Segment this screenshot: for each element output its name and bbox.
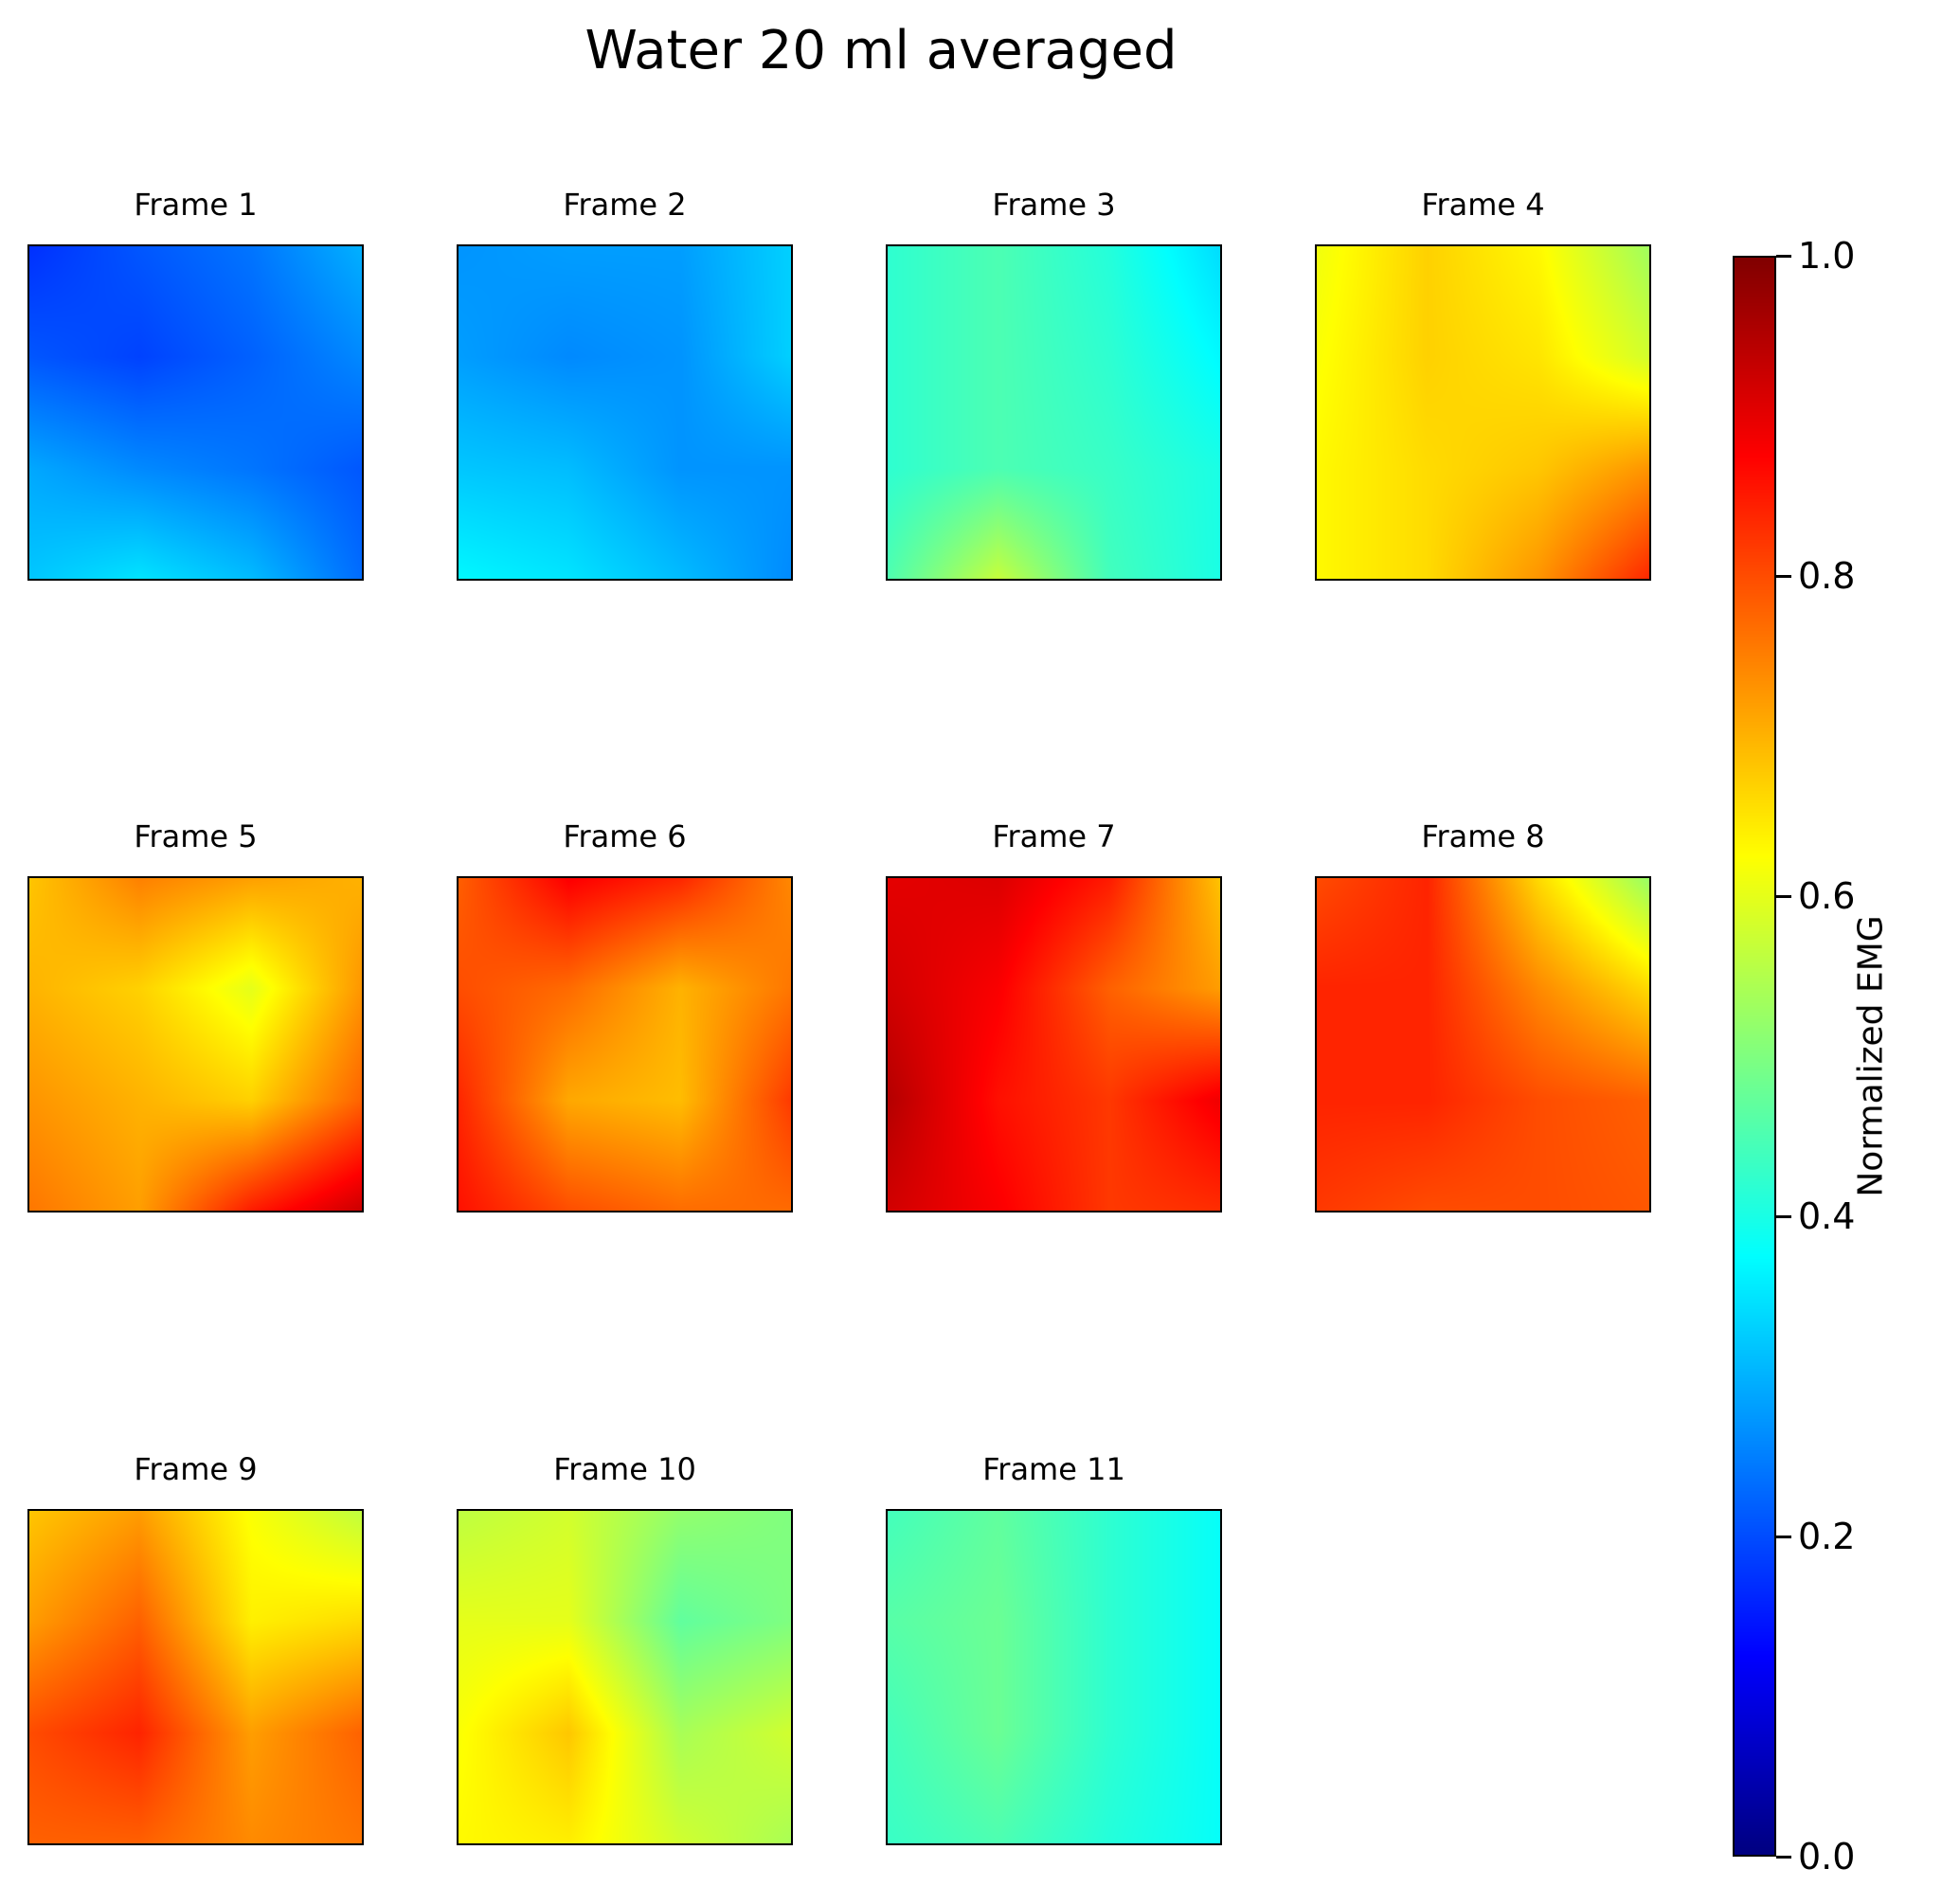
colorbar-label: Normalized EMG — [1851, 915, 1891, 1197]
panel-title: Frame 11 — [982, 1451, 1125, 1487]
panel-title: Frame 5 — [134, 818, 258, 854]
heatmap-image — [27, 876, 364, 1212]
panel-title: Frame 3 — [992, 187, 1116, 223]
colorbar-tick-label: 0.0 — [1798, 1836, 1856, 1877]
panel-title: Frame 8 — [1421, 818, 1545, 854]
panel-title: Frame 6 — [563, 818, 687, 854]
heatmap-panel: Frame 7 — [886, 818, 1222, 1212]
heatmap-panel: Frame 2 — [457, 187, 793, 581]
panel-title: Frame 2 — [563, 187, 687, 223]
heatmap-image — [886, 876, 1222, 1212]
colorbar-tick-mark — [1776, 1855, 1791, 1859]
colorbar-tick-mark — [1776, 1214, 1791, 1218]
colorbar-tick-label: 0.2 — [1798, 1516, 1856, 1557]
heatmap-panel: Frame 4 — [1315, 187, 1651, 581]
colorbar-tick-label: 0.4 — [1798, 1195, 1856, 1237]
colorbar-tick-mark — [1776, 1535, 1791, 1538]
panel-title: Frame 10 — [553, 1451, 696, 1487]
colorbar-tick-mark — [1776, 254, 1791, 258]
panel-title: Frame 7 — [992, 818, 1116, 854]
heatmap-image — [886, 244, 1222, 581]
panel-title: Frame 4 — [1421, 187, 1545, 223]
colorbar-tick-label: 0.6 — [1798, 875, 1856, 917]
heatmap-panel: Frame 5 — [27, 818, 364, 1212]
heatmap-image — [886, 1509, 1222, 1845]
colorbar-tick-mark — [1776, 574, 1791, 578]
heatmap-panel: Frame 8 — [1315, 818, 1651, 1212]
colorbar-frame — [1733, 256, 1776, 1857]
chart-title: Water 20 ml averaged — [584, 20, 1178, 81]
heatmap-image — [1315, 244, 1651, 581]
heatmap-panel: Frame 10 — [457, 1451, 793, 1845]
heatmap-image — [1315, 876, 1651, 1212]
panel-title: Frame 1 — [134, 187, 258, 223]
heatmap-panel: Frame 6 — [457, 818, 793, 1212]
heatmap-image — [457, 876, 793, 1212]
heatmap-image — [457, 1509, 793, 1845]
colorbar-tick-label: 0.8 — [1798, 555, 1856, 597]
heatmap-panel: Frame 9 — [27, 1451, 364, 1845]
colorbar-tick-mark — [1776, 894, 1791, 898]
heatmap-panel: Frame 3 — [886, 187, 1222, 581]
colorbar-tick-label: 1.0 — [1798, 235, 1856, 277]
colorbar-gradient — [1733, 256, 1776, 1857]
heatmap-image — [457, 244, 793, 581]
heatmap-panel: Frame 11 — [886, 1451, 1222, 1845]
heatmap-panel: Frame 1 — [27, 187, 364, 581]
panel-title: Frame 9 — [134, 1451, 258, 1487]
colorbar — [1733, 256, 1776, 1857]
heatmap-image — [27, 1509, 364, 1845]
heatmap-image — [27, 244, 364, 581]
